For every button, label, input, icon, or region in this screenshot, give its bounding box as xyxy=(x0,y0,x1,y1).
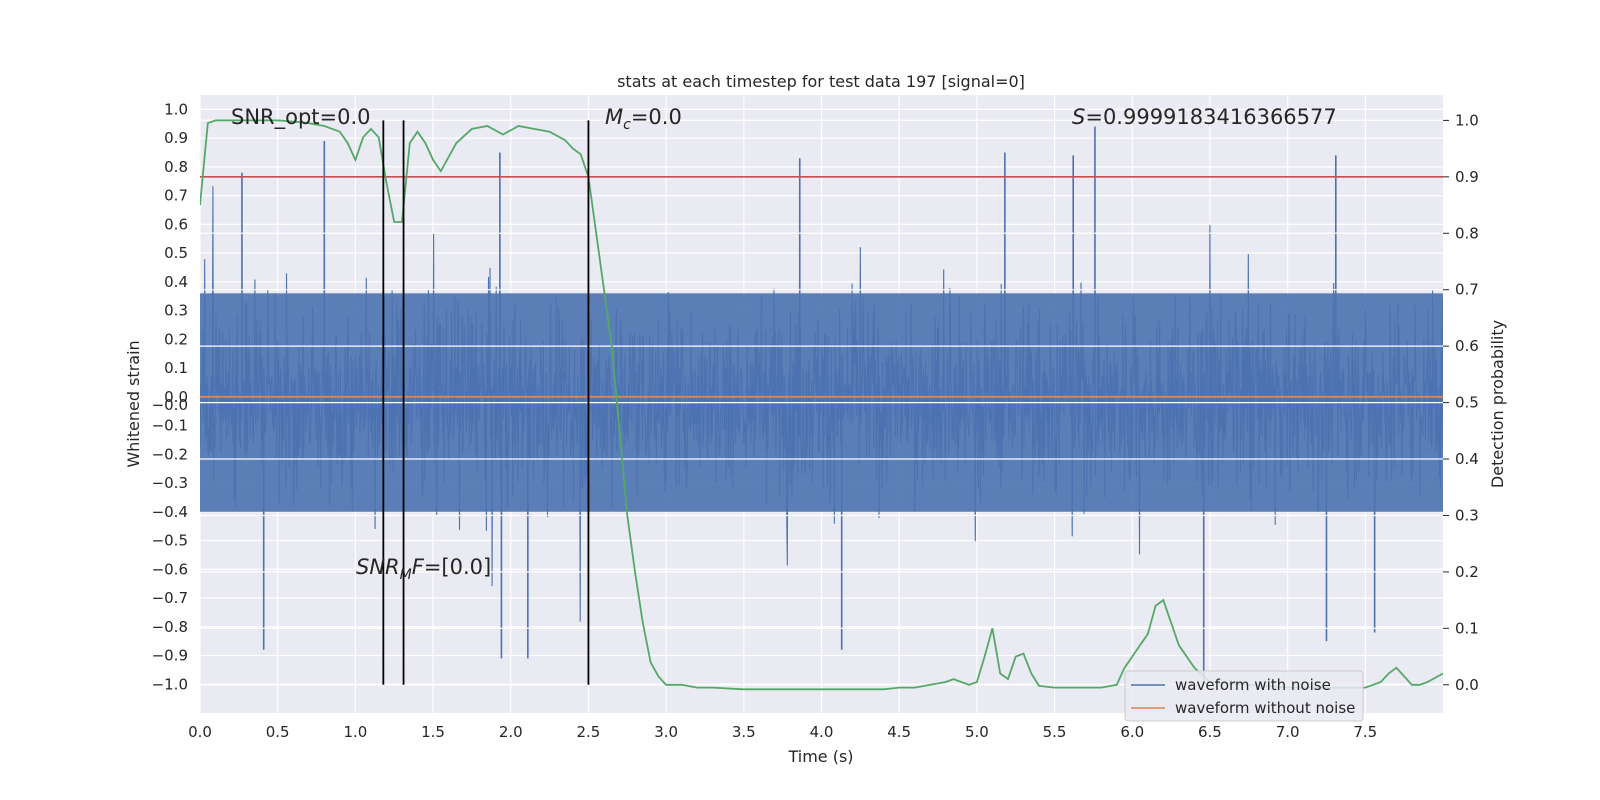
legend-label-clean: waveform without noise xyxy=(1175,699,1355,717)
y-tick-label: 0.3 xyxy=(164,302,188,320)
y-axis-ticks: 1.0 0.9 0.8 0.7 0.6 0.5 0.4 0.3 0.2 0.1 0.0−0.0 −0.… xyxy=(152,100,188,693)
y-tick-label: 0.0 xyxy=(164,388,188,406)
y-tick-label: −0.7 xyxy=(152,589,188,607)
x-tick-label: 5.0 xyxy=(965,723,989,741)
y-tick-label: −0.4 xyxy=(152,503,188,521)
legend-label-noise: waveform with noise xyxy=(1175,676,1331,694)
x-tick-label: 4.5 xyxy=(887,723,911,741)
x-tick-label: 1.0 xyxy=(343,723,367,741)
vertical-markers xyxy=(382,120,590,685)
y-tick-label: −0.2 xyxy=(152,445,188,463)
y2-tick-label: 0.0 xyxy=(1455,676,1479,694)
y-tick-label: −0.0 xyxy=(152,396,188,414)
y-tick-label: −0.5 xyxy=(152,532,188,550)
annotation-s: S=0.9999183416366577 xyxy=(1072,105,1337,129)
y-tick-label: 0.4 xyxy=(164,273,188,291)
y2-tick-label: 0.3 xyxy=(1455,506,1479,524)
y-tick-label: −0.8 xyxy=(152,618,188,636)
annotation-snr-mf: SNRMF=[0.0] xyxy=(356,555,491,583)
y-tick-label: 0.5 xyxy=(164,244,188,262)
x-tick-label: 6.0 xyxy=(1120,723,1144,741)
y-tick-label: 0.9 xyxy=(164,129,188,147)
y-tick-label: −1.0 xyxy=(152,675,188,693)
x-tick-label: 3.5 xyxy=(732,723,756,741)
x-tick-label: 4.0 xyxy=(810,723,834,741)
x-tick-label: 3.0 xyxy=(654,723,678,741)
y2-tick-label: 0.2 xyxy=(1455,563,1479,581)
y2-tick-label: 0.4 xyxy=(1455,450,1479,468)
y2-tick-label: 0.9 xyxy=(1455,168,1479,186)
x-tick-label: 5.5 xyxy=(1043,723,1067,741)
x-tick-label: 1.5 xyxy=(421,723,445,741)
x-axis-ticks: 0.0 0.5 1.0 1.5 2.0 2.5 3.0 3.5 4.0 4.5 5.0 5.5 6.0 6… xyxy=(188,723,1377,741)
y2-tick-label: 0.6 xyxy=(1455,337,1479,355)
y-tick-label: −0.1 xyxy=(152,417,188,435)
x-tick-label: 0.5 xyxy=(266,723,290,741)
y-tick-label: 0.2 xyxy=(164,330,188,348)
y-tick-label: −0.3 xyxy=(152,474,188,492)
y2-tick-label: 0.7 xyxy=(1455,281,1479,299)
y-tick-label: 1.0 xyxy=(164,100,188,118)
y2-axis-ticks: 1.0 0.9 0.8 0.7 0.6 0.5 0.4 0.3 0.2 0.1 0.0 xyxy=(1443,111,1479,694)
chart-title: stats at each timestep for test data 197… xyxy=(617,72,1025,91)
y-tick-label: 0.6 xyxy=(164,215,188,233)
series-detection-probability xyxy=(200,119,1443,691)
y2-tick-label: 0.1 xyxy=(1455,619,1479,637)
y-tick-label: 0.8 xyxy=(164,158,188,176)
y-tick-label: 0.1 xyxy=(164,359,188,377)
y-tick-label: 0.7 xyxy=(164,187,188,205)
x-axis-label: Time (s) xyxy=(787,747,853,766)
x-tick-label: 7.5 xyxy=(1353,723,1377,741)
y-tick-label: −0.9 xyxy=(152,647,188,665)
y-axis-label: Whitened strain xyxy=(124,340,143,467)
x-tick-label: 6.5 xyxy=(1198,723,1222,741)
y2-tick-label: 0.5 xyxy=(1455,394,1479,412)
y2-tick-label: 1.0 xyxy=(1455,111,1479,129)
y-tick-label: −0.6 xyxy=(152,560,188,578)
legend-box xyxy=(1124,670,1364,722)
x-tick-label: 2.5 xyxy=(577,723,601,741)
y2-axis-label: Detection probability xyxy=(1488,320,1507,488)
annotation-snr-opt: SNR_opt=0.0 xyxy=(231,105,371,130)
annotation-mc: Mc=0.0 xyxy=(605,105,682,133)
x-tick-label: 2.0 xyxy=(499,723,523,741)
x-tick-label: 7.0 xyxy=(1276,723,1300,741)
y2-tick-label: 0.8 xyxy=(1455,224,1479,242)
x-tick-label: 0.0 xyxy=(188,723,212,741)
legend: waveform with noise waveform without noi… xyxy=(1124,670,1364,722)
